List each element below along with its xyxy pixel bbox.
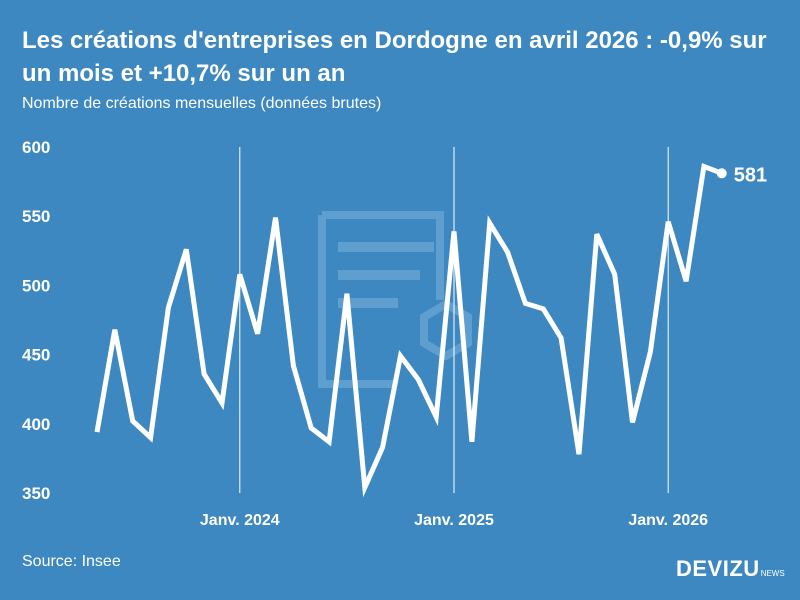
x-tick-label: Janv. 2026 [628, 512, 708, 529]
source-note: Source: Insee [22, 553, 121, 570]
x-tick-label: Janv. 2024 [200, 512, 280, 529]
data-point [487, 221, 492, 226]
data-point [416, 377, 421, 382]
data-point [380, 445, 385, 450]
y-tick-label: 350 [22, 484, 50, 503]
data-point [594, 232, 599, 237]
watermark-bar [338, 242, 434, 252]
document-watermark-icon [318, 211, 472, 388]
data-point [541, 306, 546, 311]
y-tick-label: 400 [22, 415, 50, 434]
data-point [452, 229, 457, 234]
data-point [95, 430, 100, 435]
data-point [523, 301, 528, 306]
data-point [344, 291, 349, 296]
data-point [701, 164, 706, 169]
x-tick-label: Janv. 2025 [414, 512, 494, 529]
data-point [630, 420, 635, 425]
chart-title: Les créations d'entreprises en Dordogne … [22, 27, 767, 87]
data-point [559, 335, 564, 340]
data-point [184, 247, 189, 252]
data-point [612, 272, 617, 277]
january-gridlines [239, 147, 669, 493]
data-point [576, 452, 581, 457]
data-point [291, 363, 296, 368]
series-line [94, 162, 723, 498]
data-point [273, 215, 278, 220]
y-tick-label: 500 [22, 276, 50, 295]
y-tick-label: 550 [22, 207, 50, 226]
data-point [362, 485, 367, 490]
data-point [666, 219, 671, 224]
data-point [219, 401, 224, 406]
end-point-marker [716, 168, 727, 179]
data-point [469, 439, 474, 444]
data-point [130, 419, 135, 424]
data-point [148, 435, 153, 440]
watermark-bar [338, 298, 398, 308]
y-axis-tick-labels: 350 400 450 500 550 600 [22, 138, 50, 503]
chart-subtitle: Nombre de créations mensuelles (données … [22, 95, 382, 112]
data-point [398, 353, 403, 358]
data-point [166, 305, 171, 310]
end-value-label: 581 [734, 164, 767, 186]
data-point [434, 414, 439, 419]
data-point [202, 371, 207, 376]
y-tick-label: 600 [22, 138, 50, 157]
data-point [648, 349, 653, 354]
data-point [505, 250, 510, 255]
data-point [309, 425, 314, 430]
watermark-frame [318, 211, 444, 388]
x-axis-tick-labels: Janv. 2024 Janv. 2025 Janv. 2026 [200, 512, 708, 529]
data-point [112, 327, 117, 332]
y-tick-label: 450 [22, 346, 50, 365]
brand-logo: DEVIZUNEWS [676, 556, 785, 582]
data-point [237, 272, 242, 277]
watermark-hexagon [420, 299, 472, 361]
data-point [327, 439, 332, 444]
data-point [684, 279, 689, 284]
brand-suffix: NEWS [760, 569, 785, 578]
watermark-bar [338, 270, 420, 280]
data-point [255, 331, 260, 336]
brand-name: DEVIZU [676, 556, 760, 581]
